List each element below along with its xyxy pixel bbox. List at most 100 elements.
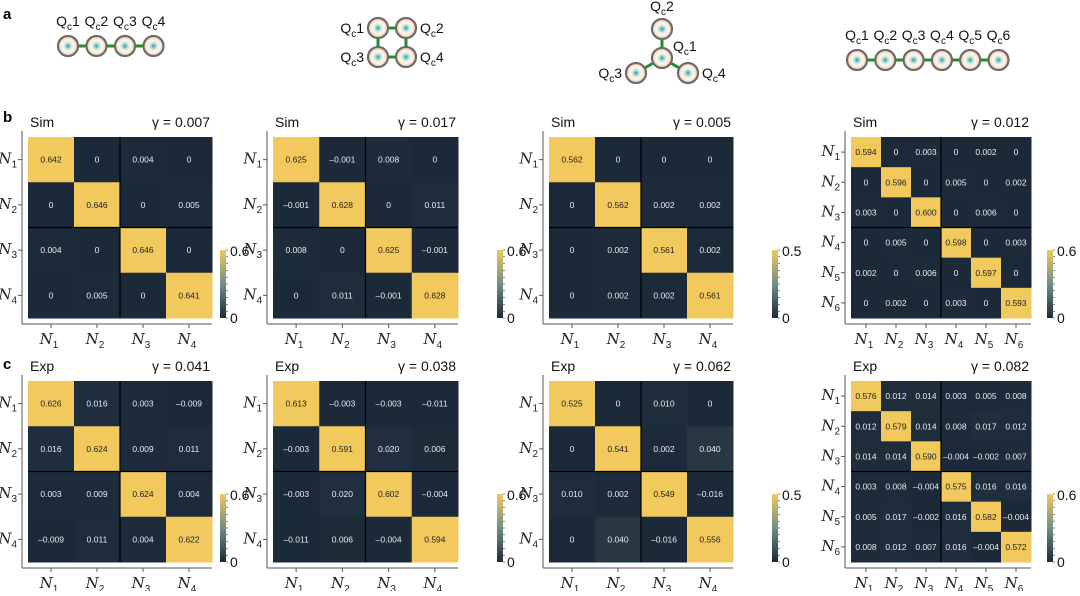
cell-value: –0.001 (329, 155, 355, 165)
cell-value: –0.003 (376, 399, 402, 409)
heatmap-cell (881, 381, 912, 412)
heatmap-c-2: Exp γ = 0.038 0.613 –0.003 –0.003 –0.011 –0.00… (242, 358, 526, 595)
heatmap-cell (911, 441, 942, 472)
cell-value: 0 (894, 207, 899, 217)
heatmap-cell (881, 137, 912, 168)
cell-value: 0 (187, 155, 192, 165)
cell-value: 0.594 (424, 534, 446, 544)
heatmap-cell (120, 182, 167, 228)
heatmap-cell (941, 227, 972, 259)
cell-value: 0.003 (1005, 238, 1027, 248)
cell-value: 0 (95, 155, 100, 165)
heatmap-cell (74, 516, 121, 563)
y-tick-label: N3 (518, 240, 538, 261)
colorbar: 0.50 (772, 487, 802, 570)
cell-value: 0.582 (975, 512, 997, 522)
qubit-label: Qc5 (958, 27, 982, 47)
cell-value: 0.625 (285, 155, 307, 165)
cell-value: 0 (294, 290, 299, 300)
heatmap-cell (120, 381, 167, 427)
x-tick-label: N3 (376, 330, 396, 351)
heatmap-title: Exp (30, 358, 54, 374)
cell-value: 0.002 (975, 147, 997, 157)
cell-value: 0.549 (653, 489, 675, 499)
x-tick-label: N1 (39, 574, 59, 591)
heatmap-cell (687, 137, 734, 183)
y-tick-label: N1 (820, 386, 840, 407)
cell-value: –0.003 (329, 399, 355, 409)
heatmap-cell (28, 426, 75, 472)
heatmap-cell (911, 411, 942, 442)
cell-value: 0.005 (86, 290, 108, 300)
cell-value: 0.006 (332, 534, 354, 544)
y-tick-label: N3 (0, 484, 17, 505)
cell-value: 0.016 (40, 444, 62, 454)
cell-value: 0.646 (86, 200, 108, 210)
cell-value: 0.003 (855, 482, 877, 492)
heatmap-cell (941, 471, 972, 503)
colorbar-max-label: 0.5 (782, 487, 802, 503)
heatmap-cell (851, 227, 882, 259)
cell-value: 0.600 (915, 207, 937, 217)
cell-value: 0 (924, 298, 929, 308)
heatmap-cell (273, 426, 320, 472)
heatmap-cell (319, 516, 366, 563)
heatmap-cell (911, 531, 942, 563)
qubit-label: Qc3 (340, 49, 364, 69)
heatmap-cell (911, 381, 942, 412)
heatmap-cell (1001, 531, 1032, 563)
diagram-1: Qc1 Qc2 Qc3 Qc4 (56, 13, 166, 58)
heatmap-cell (881, 167, 912, 198)
heatmap-cell (365, 272, 413, 319)
cell-value: 0.008 (1005, 391, 1027, 401)
qubit-icon (394, 45, 418, 69)
heatmap-cell (365, 227, 413, 274)
cell-value: 0.020 (332, 489, 354, 499)
x-tick-label: N1 (284, 574, 304, 591)
heatmap-cell (1001, 287, 1032, 319)
x-tick-label: N1 (560, 330, 580, 351)
heatmap-cell (971, 381, 1002, 412)
colorbar-min-label: 0 (782, 310, 790, 326)
colorbar-gradient (220, 494, 226, 562)
heatmap-cell (971, 501, 1002, 533)
cell-value: –0.004 (913, 482, 939, 492)
heatmap-cell (28, 272, 75, 319)
qubit-label: Qc2 (85, 13, 109, 33)
cell-value: 0.002 (1005, 177, 1027, 187)
heatmap-cell (971, 257, 1002, 289)
cell-value: 0 (864, 238, 869, 248)
heatmap-c-4: Exp γ = 0.082 0.576 0.012 0.014 0.003 0.005 0.0… (820, 358, 1076, 595)
heatmap-cell (319, 381, 366, 427)
heatmap-cell (687, 516, 734, 563)
colorbar-max-label: 0.6 (1057, 243, 1077, 259)
cell-value: 0 (95, 245, 100, 255)
x-tick-label: N4 (423, 330, 443, 351)
x-tick-label: N5 (974, 330, 994, 351)
heatmap-cell (971, 167, 1002, 198)
cell-value: 0 (570, 444, 575, 454)
colorbar-gradient (772, 250, 778, 318)
heatmap-cell (1001, 471, 1032, 503)
heatmap-cell (941, 257, 972, 289)
colorbar-min-label: 0 (782, 554, 790, 570)
cell-value: 0 (954, 147, 959, 157)
cell-value: 0.597 (975, 268, 997, 278)
cell-value: 0.003 (855, 207, 877, 217)
heatmap-cell (365, 381, 413, 427)
heatmap-cell (687, 182, 734, 228)
cell-value: 0.002 (699, 200, 721, 210)
heatmap-cell (911, 471, 942, 503)
heatmap-cell (411, 426, 459, 472)
cell-value: 0 (894, 268, 899, 278)
cell-value: –0.004 (973, 542, 999, 552)
colorbar-min-label: 0 (507, 554, 515, 570)
cell-value: 0.562 (607, 200, 629, 210)
cell-value: 0 (616, 155, 621, 165)
heatmap-cell (851, 411, 882, 442)
colorbar-max-label: 0.6 (230, 487, 250, 503)
diagram-4: Qc1 Qc2 Qc3 Qc4 Qc5 Qc6 (845, 27, 1011, 72)
heatmap-cell (941, 411, 972, 442)
cell-value: –0.003 (283, 489, 309, 499)
